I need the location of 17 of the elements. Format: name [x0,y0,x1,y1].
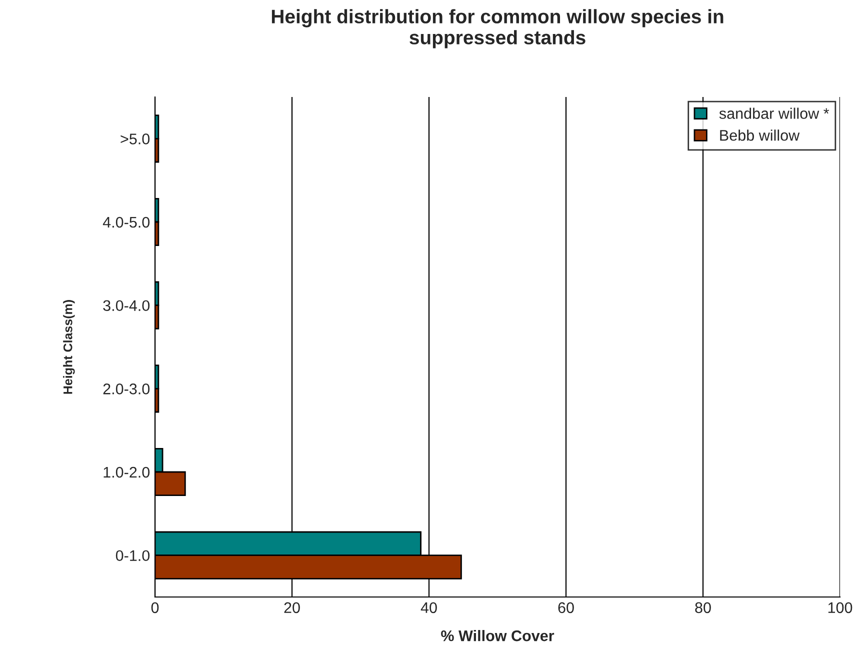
legend-label: sandbar willow * [719,108,830,119]
legend-label: Bebb willow [720,130,800,141]
x-tick-label: 40 [420,602,437,614]
x-tick-label: 20 [284,602,300,614]
x-tick-label: 0 [151,602,159,614]
chart-title: Height distribution for common willow species in suppressed stands [272,9,724,48]
y-tick-label: >5.0 [120,134,150,144]
x-tick-label: 80 [695,602,711,614]
x-tick-label: 60 [558,602,574,614]
y-tick-label: 2.0-3.0 [103,384,150,394]
y-tick-label: 0-1.0 [116,550,150,562]
y-tick-label: 3.0-4.0 [103,300,150,312]
y-tick-label: 1.0-2.0 [104,466,150,478]
y-tick-label: 4.0-5.0 [102,216,150,228]
x-tick-label: 100 [828,602,852,614]
x-axis-title: % Willow Cover [441,630,554,642]
y-axis-title: Height Class(m) [63,300,75,394]
